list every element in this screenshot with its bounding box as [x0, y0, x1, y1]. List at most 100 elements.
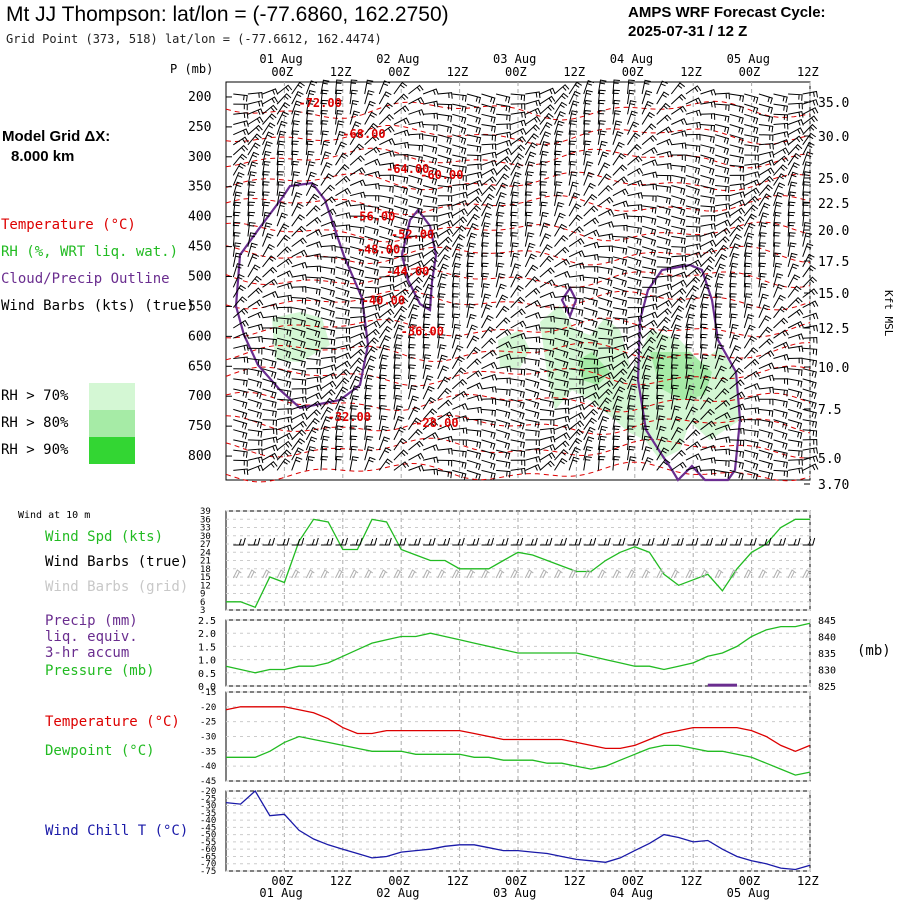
upper-wind-barb — [627, 215, 643, 223]
upper-wind-barb — [685, 97, 702, 105]
top-hour-label: 12Z — [797, 65, 819, 79]
upper-wind-barb — [539, 435, 556, 443]
upper-wind-barb — [335, 175, 351, 186]
upper-wind-barb — [568, 110, 579, 125]
upper-wind-barb — [670, 334, 681, 349]
upper-wind-barb — [773, 294, 786, 308]
upper-wind-barb — [306, 337, 321, 348]
upper-wind-barb — [802, 201, 810, 217]
upper-wind-barb — [349, 357, 365, 370]
upper-wind-barb — [729, 215, 745, 227]
wind10m-barb-true — [496, 537, 509, 546]
upper-wind-barb — [481, 429, 496, 440]
upper-wind-barb — [481, 337, 496, 349]
upper-wind-barb — [802, 123, 818, 136]
upper-wind-barb — [496, 365, 512, 373]
upper-wind-barb — [276, 150, 285, 166]
upper-wind-barb — [597, 397, 612, 410]
upper-wind-barb — [612, 224, 628, 232]
upper-wind-barb — [539, 104, 555, 115]
upper-wind-barb — [569, 297, 584, 305]
upper-wind-barb — [758, 159, 775, 166]
upper-wind-barb — [612, 415, 622, 430]
upper-wind-barb — [305, 436, 318, 451]
upper-wind-barb — [539, 244, 553, 258]
upper-wind-barb — [656, 126, 673, 136]
upper-wind-barb — [393, 93, 409, 105]
wind10m-barb-grid — [247, 569, 257, 579]
upper-wind-barb — [393, 384, 402, 400]
upper-wind-barb — [276, 191, 286, 206]
upper-wind-barb — [744, 134, 759, 144]
upper-wind-barb — [481, 386, 497, 393]
upper-wind-barb — [349, 435, 358, 451]
upper-wind-barb — [525, 388, 540, 400]
upper-wind-barb — [773, 283, 785, 298]
upper-wind-barb — [408, 354, 416, 369]
upper-wind-barb — [305, 216, 322, 227]
upper-wind-barb — [451, 234, 466, 247]
top-hour-label: 00Z — [388, 65, 410, 79]
upper-wind-barb — [583, 327, 598, 338]
upper-wind-barb — [481, 103, 496, 114]
upper-wind-barb — [598, 327, 613, 337]
upper-wind-barb — [568, 192, 581, 207]
upper-wind-barb — [641, 384, 650, 400]
wind10m-barb-true — [423, 537, 436, 546]
upper-wind-barb — [568, 120, 578, 135]
upper-wind-barb — [627, 366, 640, 380]
wind10m-barb-grid — [714, 569, 724, 579]
precip-ytick-label: 2.5 — [198, 616, 216, 627]
upper-wind-barb — [306, 392, 322, 400]
upper-wind-barb — [510, 459, 526, 467]
upper-wind-barb — [729, 449, 745, 459]
isotherm-label: -72.00 — [298, 96, 341, 110]
upper-wind-barb — [306, 276, 321, 284]
upper-wind-barb — [335, 455, 343, 471]
upper-wind-barb — [598, 196, 614, 207]
wind10m-barb-true — [335, 537, 348, 546]
upper-wind-barb — [670, 374, 679, 390]
upper-wind-barb — [232, 191, 242, 206]
upper-wind-barb — [671, 174, 686, 185]
upper-wind-barb — [729, 199, 746, 207]
upper-wind-barb — [233, 344, 249, 351]
upper-wind-barb — [627, 348, 643, 359]
temp-ytick-label: -40 — [200, 762, 216, 772]
upper-wind-barb — [335, 425, 344, 440]
upper-wind-barb — [320, 208, 337, 217]
upper-wind-barb — [788, 93, 803, 101]
upper-wind-barb — [554, 212, 566, 227]
upper-wind-barb — [773, 459, 788, 469]
upper-wind-barb — [524, 253, 537, 268]
upper-wind-barb — [539, 222, 550, 237]
wind-ytick-label: 12 — [200, 581, 211, 591]
upper-wind-barb — [787, 296, 803, 308]
upper-wind-barb — [612, 445, 620, 461]
upper-wind-barb — [568, 347, 584, 359]
upper-wind-barb — [437, 354, 448, 369]
upper-wind-barb — [612, 200, 629, 208]
upper-wind-barb — [671, 195, 686, 206]
upper-wind-barb — [758, 449, 773, 461]
upper-wind-barb — [262, 255, 277, 268]
upper-wind-barb — [802, 107, 819, 115]
upper-wind-barb — [496, 459, 511, 469]
upper-wind-barb — [408, 417, 422, 430]
upper-wind-barb — [408, 84, 424, 95]
upper-wind-barb — [773, 353, 790, 361]
label-temperature: Temperature (°C) — [45, 714, 180, 730]
upper-wind-barb — [320, 406, 334, 420]
upper-wind-barb — [451, 344, 464, 359]
upper-wind-barb — [744, 93, 759, 104]
upper-wind-barb — [787, 308, 804, 319]
upper-wind-barb — [597, 388, 613, 400]
upper-wind-barb — [495, 294, 509, 308]
rh80-label: RH > 80% — [1, 415, 69, 431]
rh90-swatch — [89, 437, 135, 464]
kft-tick-label: 20.0 — [818, 224, 849, 239]
upper-wind-barb — [685, 267, 701, 278]
upper-wind-barb — [802, 347, 818, 356]
upper-wind-barb — [233, 136, 249, 146]
upper-wind-barb — [466, 469, 481, 481]
